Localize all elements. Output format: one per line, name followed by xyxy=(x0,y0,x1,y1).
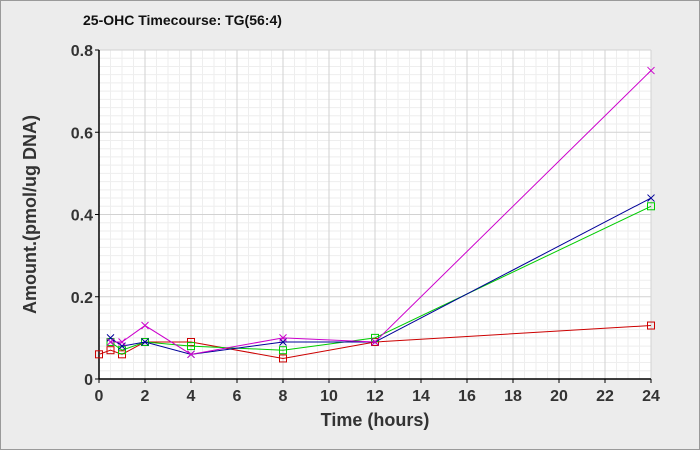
y-tick-label: 0.2 xyxy=(71,290,93,307)
marker-stroke xyxy=(647,66,655,75)
data-point xyxy=(279,354,287,363)
chart-title: 25-OHC Timecourse: TG(56:4) xyxy=(83,12,282,28)
data-point xyxy=(647,202,655,211)
marker-stroke xyxy=(106,338,115,346)
data-point xyxy=(371,338,379,346)
x-axis-label: Time (hours) xyxy=(321,410,430,430)
x-tick-label: 16 xyxy=(458,388,476,405)
marker-stroke xyxy=(141,338,149,346)
data-point xyxy=(279,346,287,355)
x-tick-label: 10 xyxy=(320,388,338,405)
data-point xyxy=(118,350,126,359)
data-point xyxy=(106,346,115,355)
x-tick-label: 18 xyxy=(504,388,522,405)
data-point xyxy=(187,350,195,359)
y-axis-label: Amount.(pmol/ug DNA) xyxy=(20,115,40,314)
data-point xyxy=(106,338,115,346)
marker-stroke xyxy=(371,338,379,346)
marker-stroke xyxy=(118,338,126,346)
marker-stroke xyxy=(141,321,149,330)
data-point xyxy=(95,350,103,359)
x-tick-label: 4 xyxy=(187,388,196,405)
series-line xyxy=(110,205,652,351)
data-point xyxy=(141,337,149,346)
x-tick-label: 2 xyxy=(141,388,150,405)
x-tick-label: 8 xyxy=(279,388,288,405)
data-point xyxy=(647,321,655,330)
x-tick-label: 6 xyxy=(233,388,242,405)
series-group xyxy=(95,66,655,363)
marker-stroke xyxy=(647,194,655,202)
x-tick-label: 20 xyxy=(550,388,568,405)
data-point xyxy=(279,334,287,342)
x-tick-label: 22 xyxy=(596,388,614,405)
data-point xyxy=(187,337,195,346)
x-tick-label: 12 xyxy=(366,388,384,405)
x-tick-label: 24 xyxy=(642,388,660,405)
data-point xyxy=(118,338,126,346)
marker-stroke xyxy=(279,334,287,342)
data-point xyxy=(141,321,149,330)
x-tick-label: 0 xyxy=(95,388,104,405)
y-tick-label: 0.4 xyxy=(71,208,93,225)
data-point xyxy=(647,194,655,202)
y-tick-label: 0.8 xyxy=(71,43,93,60)
y-tick-label: 0.6 xyxy=(71,125,93,142)
data-point xyxy=(141,338,149,346)
series-4 xyxy=(106,66,655,359)
series-line xyxy=(98,325,652,359)
marker-stroke xyxy=(187,350,195,359)
major-gridlines xyxy=(98,49,652,380)
data-point xyxy=(187,342,195,351)
data-point xyxy=(647,66,655,75)
y-tick-label: 0 xyxy=(84,372,93,389)
x-tick-label: 14 xyxy=(412,388,430,405)
